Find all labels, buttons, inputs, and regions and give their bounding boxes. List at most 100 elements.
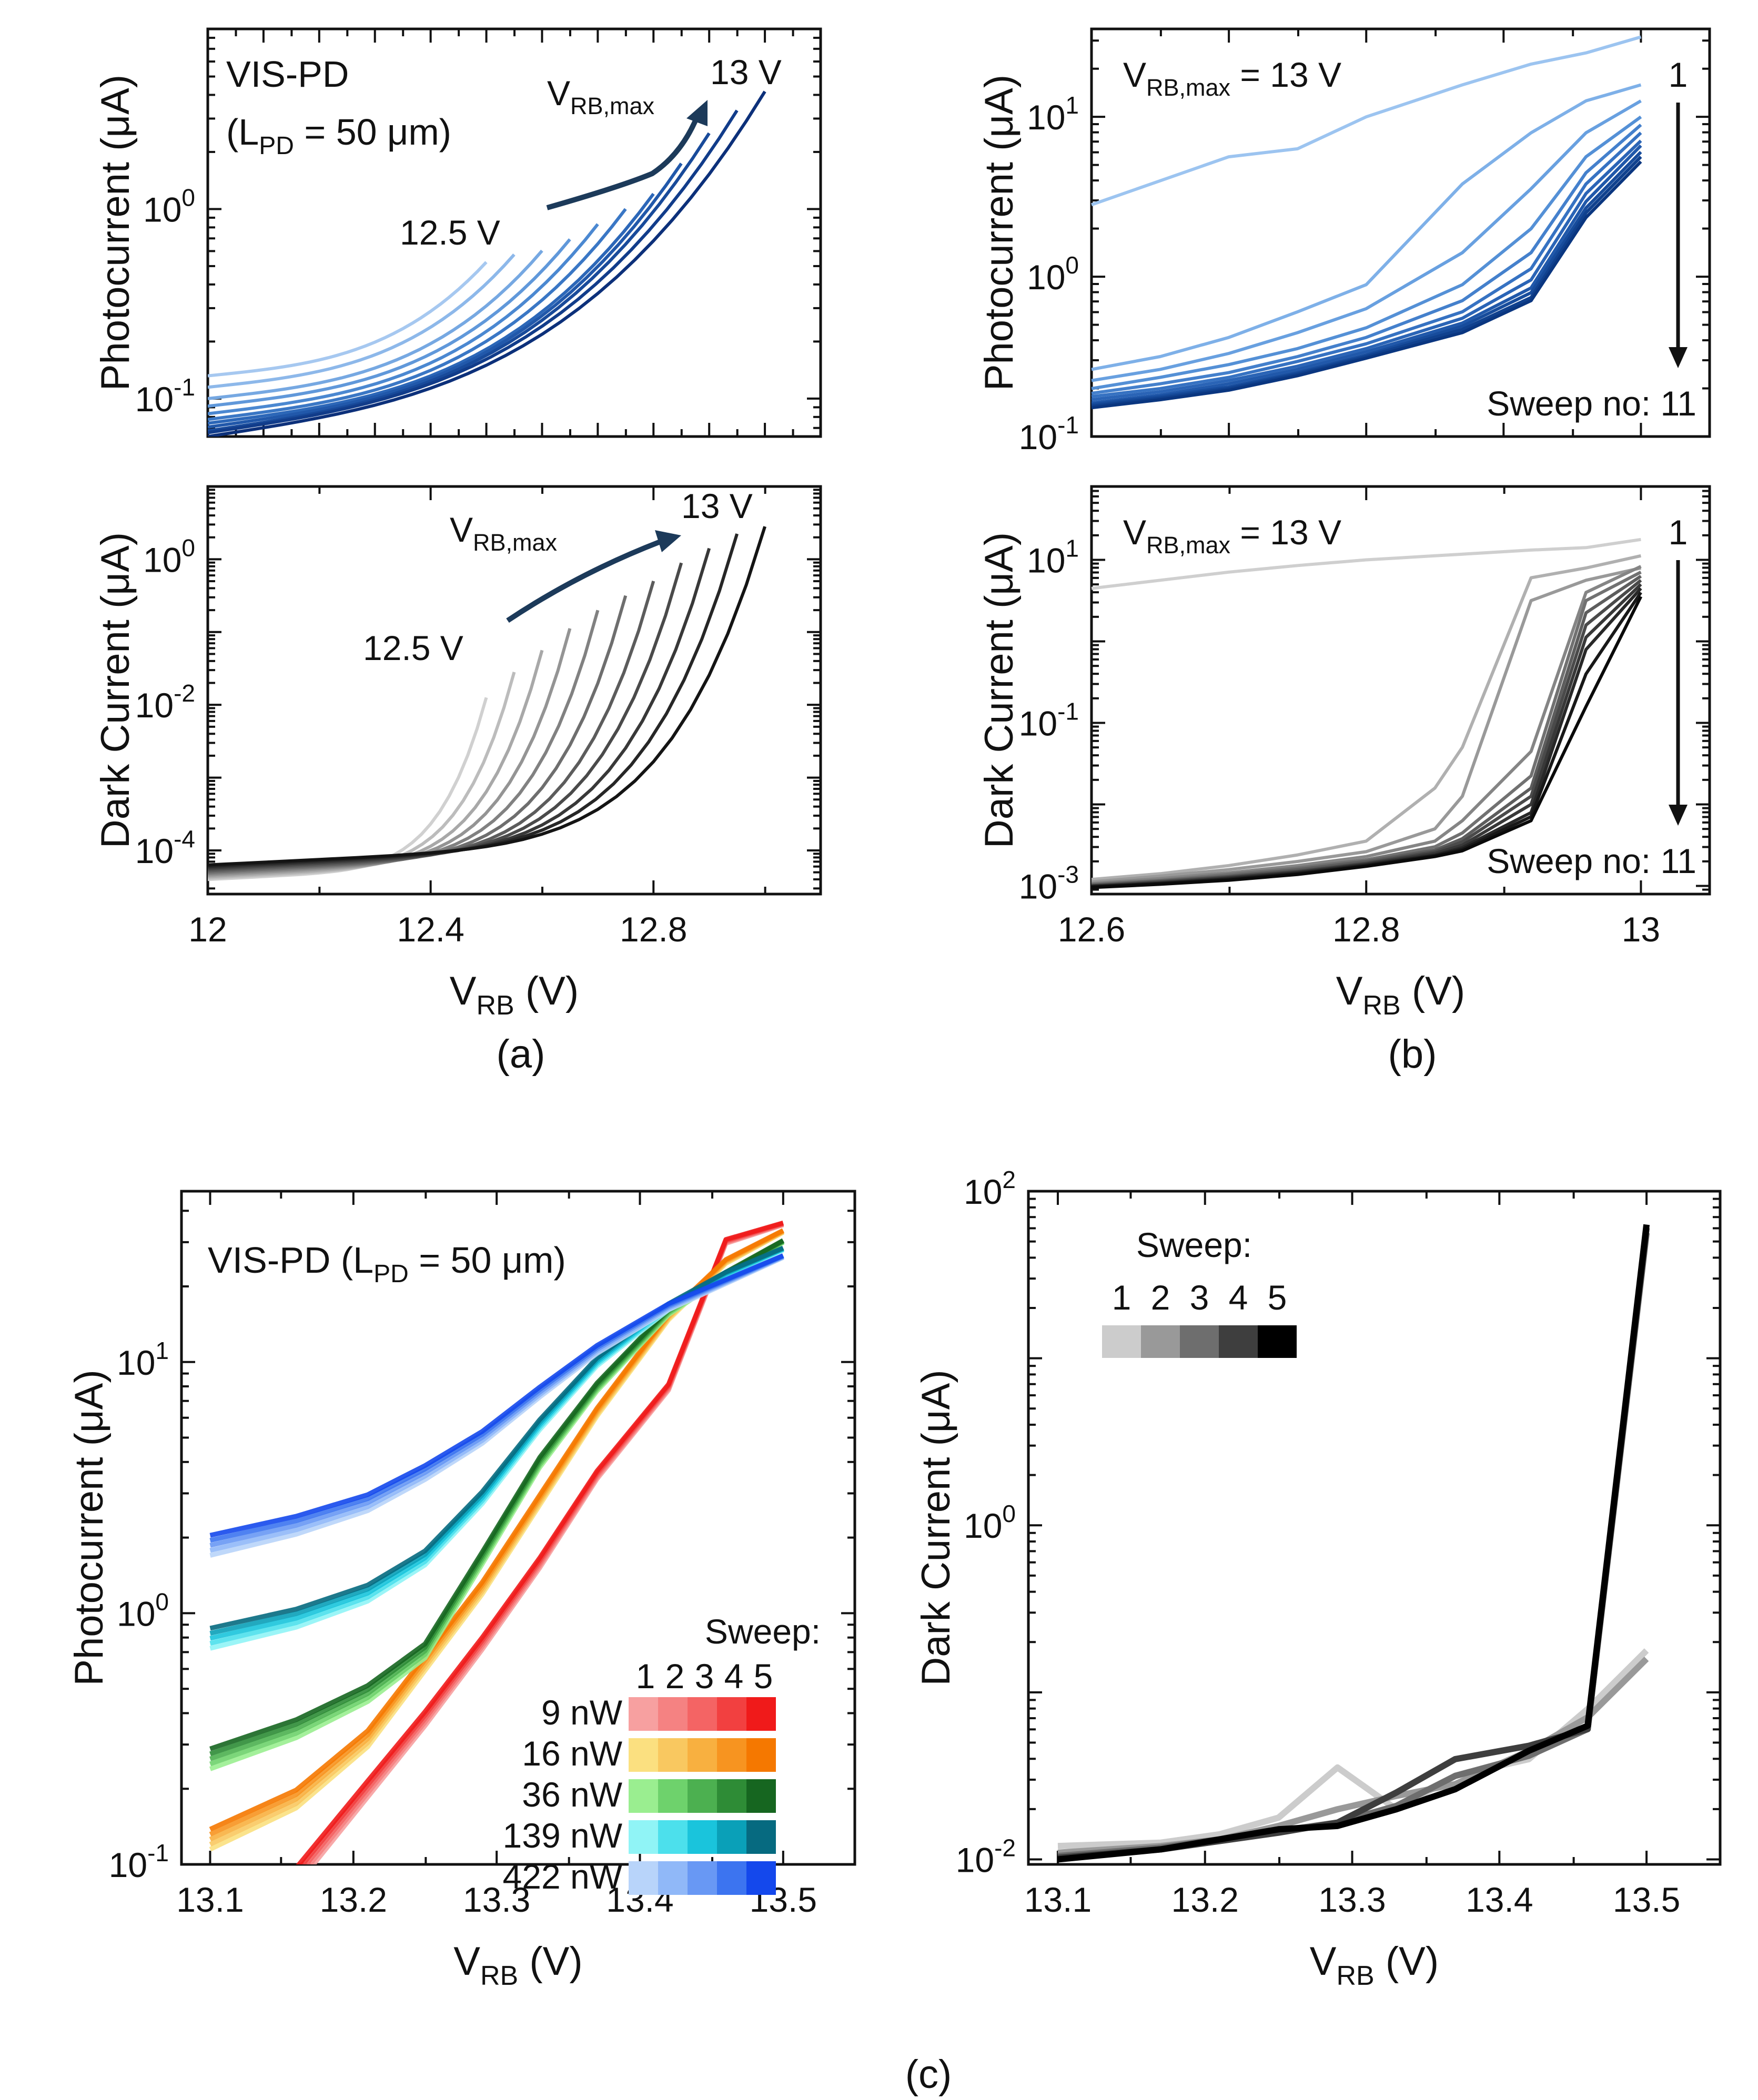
y-axis-label: Dark Current (μA) <box>914 1369 958 1686</box>
series-line-Sweep4 <box>1091 115 1642 390</box>
legend-row-label: 422 nW <box>503 1857 623 1896</box>
legend-row-label: 16 nW <box>522 1734 622 1773</box>
legend-swatch <box>688 1861 717 1895</box>
chart-b_bottom: 10-3 10-1 101 12.6 12.8 13 Dark Current (μA) VR… <box>977 485 1711 1021</box>
legend-swatch <box>1141 1325 1180 1358</box>
series-group <box>209 1220 785 1864</box>
legend-title: Sweep: <box>705 1612 821 1651</box>
plot-frame <box>1090 27 1711 438</box>
legend-swatch <box>746 1697 776 1731</box>
series-line-1275V <box>208 208 627 421</box>
legend-sweep-number: 5 <box>1268 1278 1287 1317</box>
y-tick-label: 100 <box>143 184 195 229</box>
x-tick-label: 13.1 <box>176 1880 244 1919</box>
legend-sweep-number: 1 <box>636 1657 655 1696</box>
arrow-line <box>506 539 661 623</box>
series-line-128V <box>208 581 655 873</box>
x-tick-label: 13.3 <box>463 1880 530 1919</box>
legend-swatch <box>746 1861 776 1895</box>
sweep-arrowhead <box>1669 805 1688 826</box>
arrowhead <box>686 100 708 126</box>
x-axis-label: VRB (V) <box>1310 1939 1439 1991</box>
y-tick-label: 100 <box>117 1588 169 1633</box>
x-axis-label: VRB (V) <box>453 1939 582 1991</box>
legend-row-label: 36 nW <box>522 1775 622 1814</box>
y-tick-label: 102 <box>964 1166 1016 1211</box>
legend-sweep-number: 2 <box>665 1657 685 1696</box>
y-tick-label: 10-3 <box>1019 861 1079 906</box>
legend-swatch <box>717 1779 746 1813</box>
x-axis-label: VRB (V) <box>450 969 579 1021</box>
legend-swatch <box>717 1738 746 1772</box>
legend-swatch <box>629 1738 658 1772</box>
x-tick-label: 12.6 <box>1058 910 1125 949</box>
series-line-127V <box>208 223 599 415</box>
legend-swatch <box>746 1779 776 1813</box>
series-line-1265V <box>208 238 571 408</box>
y-axis-label: Photocurrent (μA) <box>67 1369 112 1686</box>
series-line-129V <box>208 547 711 870</box>
legend-swatch <box>658 1738 688 1772</box>
legend-title: Sweep: <box>1136 1225 1252 1264</box>
series-group <box>1057 1224 1650 1863</box>
y-tick-label: 101 <box>1027 535 1079 580</box>
last-curve-label: 13 V <box>681 486 753 525</box>
x-tick-label: 13.5 <box>1613 1880 1680 1919</box>
legend-swatch <box>717 1861 746 1895</box>
series-line-13V <box>208 526 766 867</box>
first-curve-label: 12.5 V <box>400 213 500 252</box>
legend-swatch <box>658 1861 688 1895</box>
series-line-Sweep5 <box>1057 1224 1650 1863</box>
panel-title: VIS-PD (LPD = 50 μm) <box>208 1240 566 1288</box>
first-sweep-label: 1 <box>1669 55 1688 94</box>
legend-swatch <box>688 1697 717 1731</box>
legend-row-label: 139 nW <box>503 1816 623 1855</box>
arrowhead <box>655 530 681 552</box>
legend-swatch <box>629 1820 658 1854</box>
series-line-Sweep7 <box>1091 139 1642 402</box>
plot-frame <box>206 485 822 896</box>
series-line-1255V <box>208 253 516 389</box>
legend-swatch <box>746 1820 776 1854</box>
x-tick-label: 12 <box>188 910 227 949</box>
legend-swatch <box>658 1820 688 1854</box>
y-axis-label: Photocurrent (μA) <box>93 75 138 391</box>
legend-sweep-number: 4 <box>724 1657 744 1696</box>
legend-sweep-number: 2 <box>1151 1278 1170 1317</box>
x-tick-label: 12.4 <box>397 910 464 949</box>
chart-c_right: 10-2 100 102 13.1 13.2 13.3 13.4 13.5 Dark Curre… <box>914 1166 1722 1991</box>
series-line-Sweep8 <box>1091 144 1642 405</box>
legend-swatch <box>717 1820 746 1854</box>
y-tick-label: 101 <box>1027 92 1079 137</box>
series-line-Sweep11 <box>1091 595 1643 889</box>
x-tick-label: 13.2 <box>320 1880 387 1919</box>
series-line-Sweep3 <box>1091 99 1642 382</box>
series-line-128V <box>208 192 655 425</box>
legend-swatch <box>629 1779 658 1813</box>
x-tick-label: 12.8 <box>1332 910 1400 949</box>
series-line-Sweep2 <box>1091 83 1642 371</box>
last-curve-label: 13 V <box>710 53 782 92</box>
legend-swatch <box>1180 1325 1219 1358</box>
vrb-max-label: VRB,max = 13 V <box>1123 513 1341 559</box>
legend-swatch <box>1219 1325 1258 1358</box>
first-sweep-label: 1 <box>1669 513 1688 552</box>
legend-swatch <box>629 1697 658 1731</box>
legend-sweep-number: 3 <box>1190 1278 1209 1317</box>
legend-swatch <box>629 1861 658 1895</box>
legend-sweep-number: 4 <box>1229 1278 1248 1317</box>
y-tick-label: 10-1 <box>1019 411 1079 456</box>
series-line-Sweep2 <box>1091 554 1642 881</box>
series-line-422nW-sweep3 <box>209 1254 784 1548</box>
vrb-max-label: VRB,max <box>450 510 558 556</box>
x-tick-label: 13.2 <box>1171 1880 1239 1919</box>
legend-swatch <box>688 1779 717 1813</box>
series-group <box>1091 35 1642 410</box>
legend-row-label: 9 nW <box>541 1693 623 1732</box>
y-axis-label: Dark Current (μA) <box>93 532 138 848</box>
legend-sweep-number: 3 <box>695 1657 714 1696</box>
series-line-Sweep1 <box>1091 35 1642 207</box>
x-tick-label: 13.1 <box>1024 1880 1092 1919</box>
